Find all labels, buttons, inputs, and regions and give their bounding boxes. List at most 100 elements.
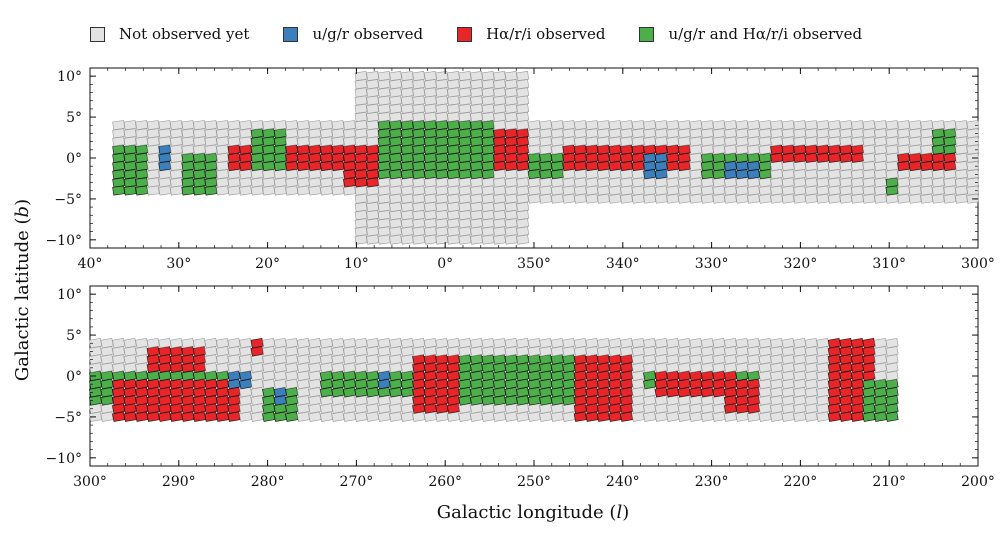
tile-none <box>677 337 691 349</box>
tile-none <box>493 95 506 106</box>
tile-ha <box>677 144 691 155</box>
tile-none <box>874 120 887 131</box>
tile-none <box>874 177 887 188</box>
tile-ugr-ha <box>400 169 414 180</box>
tile-none <box>885 337 899 349</box>
tile-none <box>758 193 772 204</box>
tile-ugr-ha <box>435 144 449 155</box>
tile-none <box>608 120 622 131</box>
tile-none <box>550 177 564 188</box>
tile-none <box>216 136 229 147</box>
y-axis-label-suffix: ) <box>12 199 33 206</box>
tile-none <box>412 185 426 196</box>
tile-none <box>470 226 483 237</box>
tile-ugr-ha <box>758 152 772 163</box>
tile-none <box>504 169 518 180</box>
tile-none <box>573 337 587 349</box>
tile-ugr-ha <box>435 152 449 163</box>
tile-ugr-ha <box>481 120 495 131</box>
tile-none <box>447 210 460 221</box>
tile-none <box>851 161 864 171</box>
tile-none <box>366 337 380 349</box>
tile-none <box>377 201 391 212</box>
tile-none <box>573 169 587 180</box>
tile-none <box>493 177 506 188</box>
tile-none <box>539 136 553 147</box>
tile-ha <box>366 161 380 171</box>
tile-ugr-ha <box>181 169 195 180</box>
tile-ugr <box>724 169 737 180</box>
tile-none <box>631 136 645 147</box>
tile-ugr-ha <box>193 161 206 171</box>
tile-ha <box>620 161 633 171</box>
tile-none <box>631 193 645 204</box>
tile-ha <box>504 136 518 147</box>
tile-none <box>458 111 472 122</box>
tile-none <box>851 136 864 147</box>
tile-ugr <box>643 161 657 171</box>
tile-ha <box>608 161 622 171</box>
tile-none <box>308 185 322 196</box>
tile-none <box>874 136 887 147</box>
tile-none <box>908 144 922 155</box>
tile-ugr <box>158 161 172 171</box>
tile-none <box>643 120 657 131</box>
tile-none <box>770 337 784 349</box>
y-axis-label: Galactic latitude (b) <box>12 199 33 381</box>
tile-ha <box>851 144 864 155</box>
tile-none <box>654 337 668 349</box>
tile-none <box>793 169 807 180</box>
tile-none <box>827 193 841 204</box>
tile-none <box>920 169 934 180</box>
tile-none <box>193 144 206 155</box>
tile-none <box>954 193 968 204</box>
tile-none <box>447 177 460 188</box>
tile-none <box>366 201 380 212</box>
tile-none <box>377 210 391 221</box>
tile-ugr-ha <box>423 161 437 171</box>
tile-none <box>389 337 403 349</box>
y-tick-label-bottom: −5° <box>54 410 82 426</box>
tile-none <box>527 337 541 349</box>
tile-none <box>770 169 784 180</box>
tile-none <box>377 71 391 81</box>
tile-none <box>723 337 737 349</box>
tile-none <box>354 79 368 90</box>
tile-none <box>377 177 391 188</box>
tile-ugr-ha <box>273 161 287 171</box>
tile-none <box>435 103 449 114</box>
tile-none <box>146 120 160 131</box>
tile-none <box>204 128 218 139</box>
tile-ha <box>908 152 922 163</box>
tile-none <box>470 234 483 245</box>
tile-none <box>262 185 276 196</box>
tile-none <box>216 177 229 188</box>
tile-none <box>966 144 980 155</box>
y-tick-label-bottom: 10° <box>57 287 82 303</box>
tile-none <box>516 185 530 196</box>
tile-none <box>712 177 726 188</box>
tile-none <box>481 71 495 81</box>
tile-none <box>943 120 957 131</box>
tile-none <box>954 185 968 196</box>
tile-none <box>354 95 368 106</box>
tile-none <box>804 337 818 349</box>
tile-none <box>793 161 807 171</box>
tile-ha <box>493 152 506 163</box>
tile-none <box>804 193 818 204</box>
tile-ugr-ha <box>435 161 449 171</box>
tile-ha <box>285 144 299 155</box>
tile-none <box>193 128 206 139</box>
tile-none <box>816 169 830 180</box>
tile-none <box>874 152 887 163</box>
tile-ugr-ha <box>435 136 449 147</box>
tile-ugr <box>735 161 749 171</box>
tile-none <box>135 136 149 147</box>
tile-ha <box>366 177 380 188</box>
tile-none <box>308 128 322 139</box>
tile-none <box>366 103 380 114</box>
tile-ugr-ha <box>123 169 137 180</box>
tile-ugr-ha <box>481 128 495 139</box>
tile-none <box>389 177 403 188</box>
tile-none <box>689 120 703 131</box>
